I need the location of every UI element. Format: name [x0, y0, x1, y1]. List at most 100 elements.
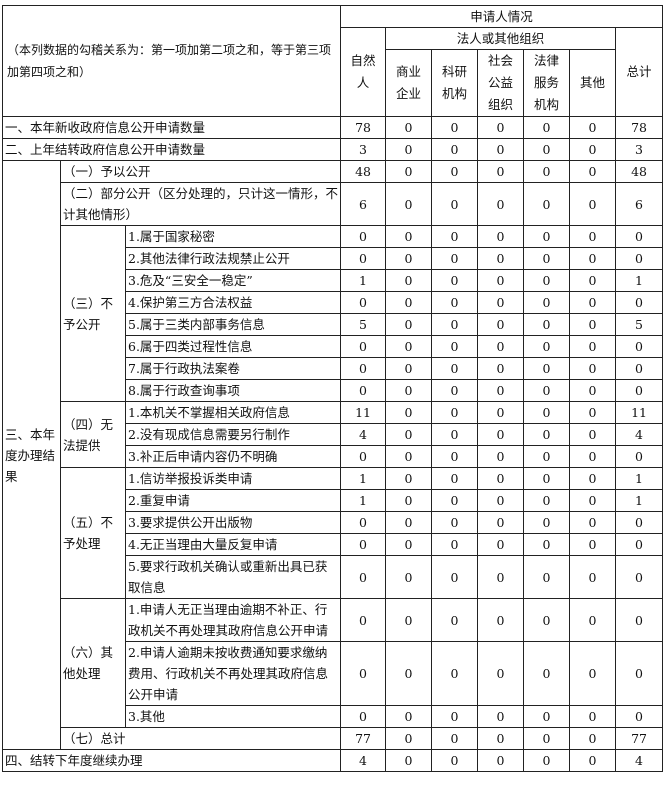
- value-cell: 48: [340, 160, 387, 183]
- value-cell: 78: [340, 116, 387, 139]
- value-cell: 0: [385, 641, 433, 706]
- value-cell: 0: [523, 269, 571, 292]
- group-label: （六）其他处理: [60, 598, 126, 728]
- table-row: 二、上年结转政府信息公开申请数量 3 0 0 0 0 0 3: [1, 138, 664, 161]
- item-label: 3.要求提供公开出版物: [124, 511, 342, 534]
- value-cell: 0: [523, 401, 571, 424]
- table-row: 一、本年新收政府信息公开申请数量 78 0 0 0 0 0 78: [1, 116, 664, 139]
- value-cell: 0: [431, 116, 479, 139]
- value-cell: 77: [340, 727, 387, 750]
- item-label: 3.补正后申请内容仍不明确: [124, 445, 342, 468]
- table-row: 2.其他法律行政法规禁止公开 0 0 0 0 0 0 0: [3, 247, 664, 270]
- item-label: 4.保护第三方合法权益: [124, 291, 342, 314]
- value-cell: 0: [569, 313, 617, 336]
- value-cell: 0: [431, 357, 479, 380]
- value-cell: 0: [477, 269, 525, 292]
- value-cell: 0: [340, 247, 387, 270]
- group-label: （二）部分公开（区分处理的，只计这一情形，不计其他情形）: [59, 182, 342, 226]
- value-cell: 0: [523, 138, 571, 161]
- value-total: 0: [615, 705, 664, 728]
- value-cell: 0: [569, 641, 617, 706]
- value-total: 0: [615, 445, 664, 468]
- value-cell: 0: [569, 160, 617, 183]
- value-cell: 0: [477, 467, 525, 490]
- value-cell: 0: [569, 533, 617, 556]
- value-cell: 0: [569, 357, 617, 380]
- value-cell: 0: [523, 423, 571, 446]
- item-label: 1.属于国家秘密: [124, 225, 342, 248]
- value-cell: 0: [569, 335, 617, 358]
- value-total: 48: [615, 160, 664, 183]
- value-cell: 0: [431, 727, 479, 750]
- value-cell: 0: [569, 423, 617, 446]
- value-cell: 0: [523, 225, 571, 248]
- value-cell: 0: [477, 313, 525, 336]
- value-cell: 0: [431, 467, 479, 490]
- value-cell: 0: [523, 533, 571, 556]
- value-total: 1: [615, 269, 664, 292]
- header-total: 总计: [615, 27, 664, 117]
- value-cell: 0: [477, 335, 525, 358]
- value-cell: 1: [340, 489, 387, 512]
- item-label: 7.属于行政执法案卷: [124, 357, 342, 380]
- value-cell: 0: [569, 598, 617, 642]
- table-row: 5.属于三类内部事务信息 5 0 0 0 0 0 5: [3, 313, 664, 336]
- value-cell: 4: [340, 423, 387, 446]
- value-cell: 0: [477, 423, 525, 446]
- disclosure-table: （本列数据的勾稽关系为：第一项加第二项之和，等于第三项加第四项之和） 申请人情况…: [1, 5, 664, 772]
- value-cell: 6: [340, 182, 387, 226]
- value-cell: 0: [569, 489, 617, 512]
- table-row: （四）无法提供 1.本机关不掌握相关政府信息 11 0 0 0 0 0 11: [3, 401, 664, 468]
- value-cell: 0: [477, 401, 525, 424]
- value-total: 0: [615, 511, 664, 534]
- value-cell: 0: [340, 533, 387, 556]
- value-cell: 0: [523, 379, 571, 402]
- item-label: 1.申请人无正当理由逾期不补正、行政机关不再处理其政府信息公开申请: [124, 598, 342, 642]
- value-cell: 0: [431, 533, 479, 556]
- value-cell: 0: [477, 727, 525, 750]
- value-total: 4: [615, 749, 664, 772]
- value-cell: 0: [569, 247, 617, 270]
- value-total: 4: [615, 423, 664, 446]
- row-label: 二、上年结转政府信息公开申请数量: [1, 138, 342, 161]
- value-total: 3: [615, 138, 664, 161]
- header-research: 科研机构: [431, 49, 479, 117]
- value-cell: 0: [431, 138, 479, 161]
- header-legal-service: 法律服务机构: [523, 49, 571, 117]
- value-cell: 0: [523, 749, 571, 772]
- item-label: 5.要求行政机关确认或重新出具已获取信息: [124, 555, 342, 599]
- value-cell: 0: [385, 445, 433, 468]
- value-cell: 0: [523, 160, 571, 183]
- header-applicant: 申请人情况: [340, 5, 664, 28]
- value-cell: 0: [523, 247, 571, 270]
- value-cell: 0: [385, 138, 433, 161]
- table-row: 4.保护第三方合法权益 0 0 0 0 0 0 0: [3, 291, 664, 314]
- value-cell: 0: [523, 313, 571, 336]
- item-label: 8.属于行政查询事项: [124, 379, 342, 402]
- value-cell: 0: [477, 357, 525, 380]
- value-cell: 0: [523, 598, 571, 642]
- value-cell: 0: [431, 749, 479, 772]
- value-total: 1: [615, 489, 664, 512]
- value-cell: 0: [340, 598, 387, 642]
- value-cell: 0: [431, 423, 479, 446]
- table-row: 三、本年度办理结果 （一）予以公开 48 0 0 0 0 0 48: [2, 160, 664, 750]
- value-cell: 0: [569, 291, 617, 314]
- value-cell: 0: [385, 727, 433, 750]
- value-cell: 0: [569, 445, 617, 468]
- value-cell: 0: [340, 335, 387, 358]
- value-cell: 0: [431, 401, 479, 424]
- value-cell: 4: [340, 749, 387, 772]
- table-row: 4.无正当理由大量反复申请 0 0 0 0 0 0 0: [3, 533, 664, 556]
- table-row: 四、结转下年度继续办理 4 0 0 0 0 0 4: [1, 749, 664, 772]
- value-cell: 0: [523, 116, 571, 139]
- value-cell: 0: [385, 357, 433, 380]
- header-note: （本列数据的勾稽关系为：第一项加第二项之和，等于第三项加第四项之和）: [1, 5, 342, 117]
- value-cell: 0: [385, 511, 433, 534]
- value-cell: 0: [431, 335, 479, 358]
- value-cell: 0: [385, 705, 433, 728]
- value-cell: 0: [477, 533, 525, 556]
- item-label: 3.其他: [124, 705, 342, 728]
- item-label: 2.没有现成信息需要另行制作: [124, 423, 342, 446]
- table-row: 5.要求行政机关确认或重新出具已获取信息 0 0 0 0 0 0 0: [3, 555, 664, 599]
